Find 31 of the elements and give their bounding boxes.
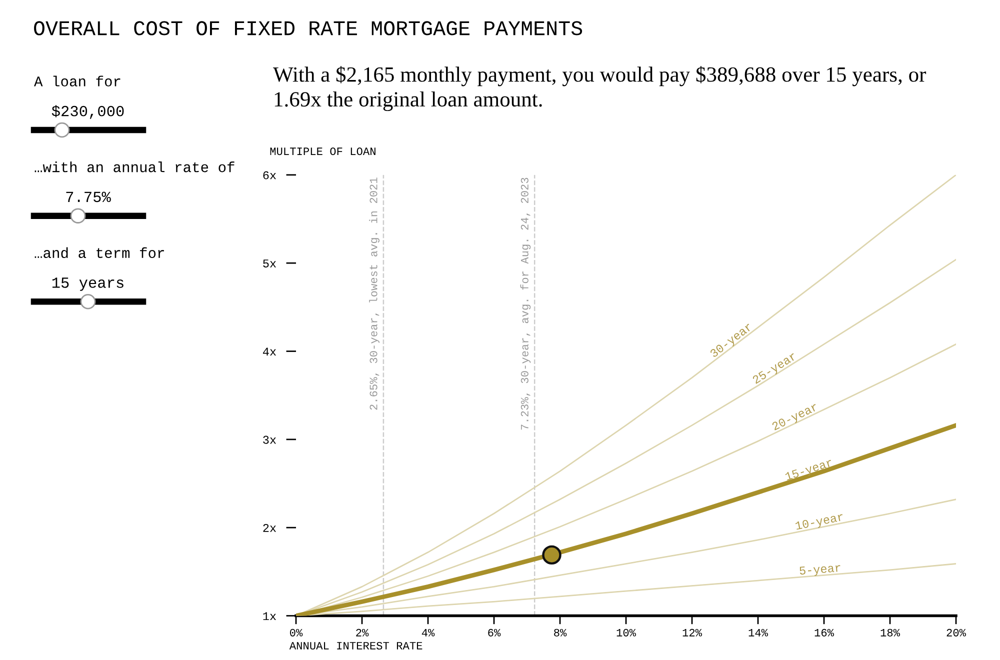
text: $230,000 bbox=[52, 105, 124, 119]
text: 7.75% bbox=[66, 192, 111, 202]
ref-line-label: 7.23%, 30-year, avg. for Aug. 24, 2023 bbox=[520, 178, 531, 430]
chart-subtitle: With a $2,165 monthly payment, you would pay $389,688 over 15 years, or 1.69x the original loan amount. bbox=[273, 66, 926, 112]
text: …and a term for bbox=[34, 247, 164, 258]
x-tick-label: 0% bbox=[290, 628, 303, 636]
text: 15 years bbox=[52, 278, 124, 291]
text: A loan for bbox=[34, 76, 120, 86]
x-tick-label: 4% bbox=[422, 628, 435, 636]
ref-line-label: 2.65%, 30-year, lowest avg. in 2021 bbox=[369, 178, 380, 410]
x-tick-label: 2% bbox=[356, 628, 369, 636]
y-tick-label: 5x bbox=[263, 260, 276, 268]
series-label: 5-year bbox=[799, 564, 841, 578]
y-tick-label: 1x bbox=[263, 612, 276, 620]
text: …with an annual rate of bbox=[34, 162, 234, 172]
x-tick-label: 16% bbox=[814, 628, 834, 636]
y-tick-label: 3x bbox=[263, 436, 276, 444]
x-tick-label: 6% bbox=[488, 628, 501, 636]
y-tick-label: 2x bbox=[263, 524, 276, 532]
y-tick-label: 6x bbox=[263, 171, 276, 180]
x-tick-label: 20% bbox=[946, 628, 966, 636]
y-tick-label: 4x bbox=[262, 348, 276, 356]
text: 10-year bbox=[795, 512, 844, 532]
x-tick-label: 8% bbox=[554, 628, 567, 636]
y-axis-title: MULTIPLE OF LOAN bbox=[270, 148, 376, 156]
chart-title: OVERALL COST OF FIXED RATE MORTGAGE PAYMENTS bbox=[34, 21, 582, 36]
x-tick-label: 12% bbox=[682, 628, 702, 636]
x-tick-label: 14% bbox=[748, 628, 768, 636]
x-tick-label: 18% bbox=[880, 628, 900, 636]
x-tick-label: 10% bbox=[616, 628, 636, 636]
x-axis-title: ANNUAL INTEREST RATE bbox=[289, 642, 422, 650]
